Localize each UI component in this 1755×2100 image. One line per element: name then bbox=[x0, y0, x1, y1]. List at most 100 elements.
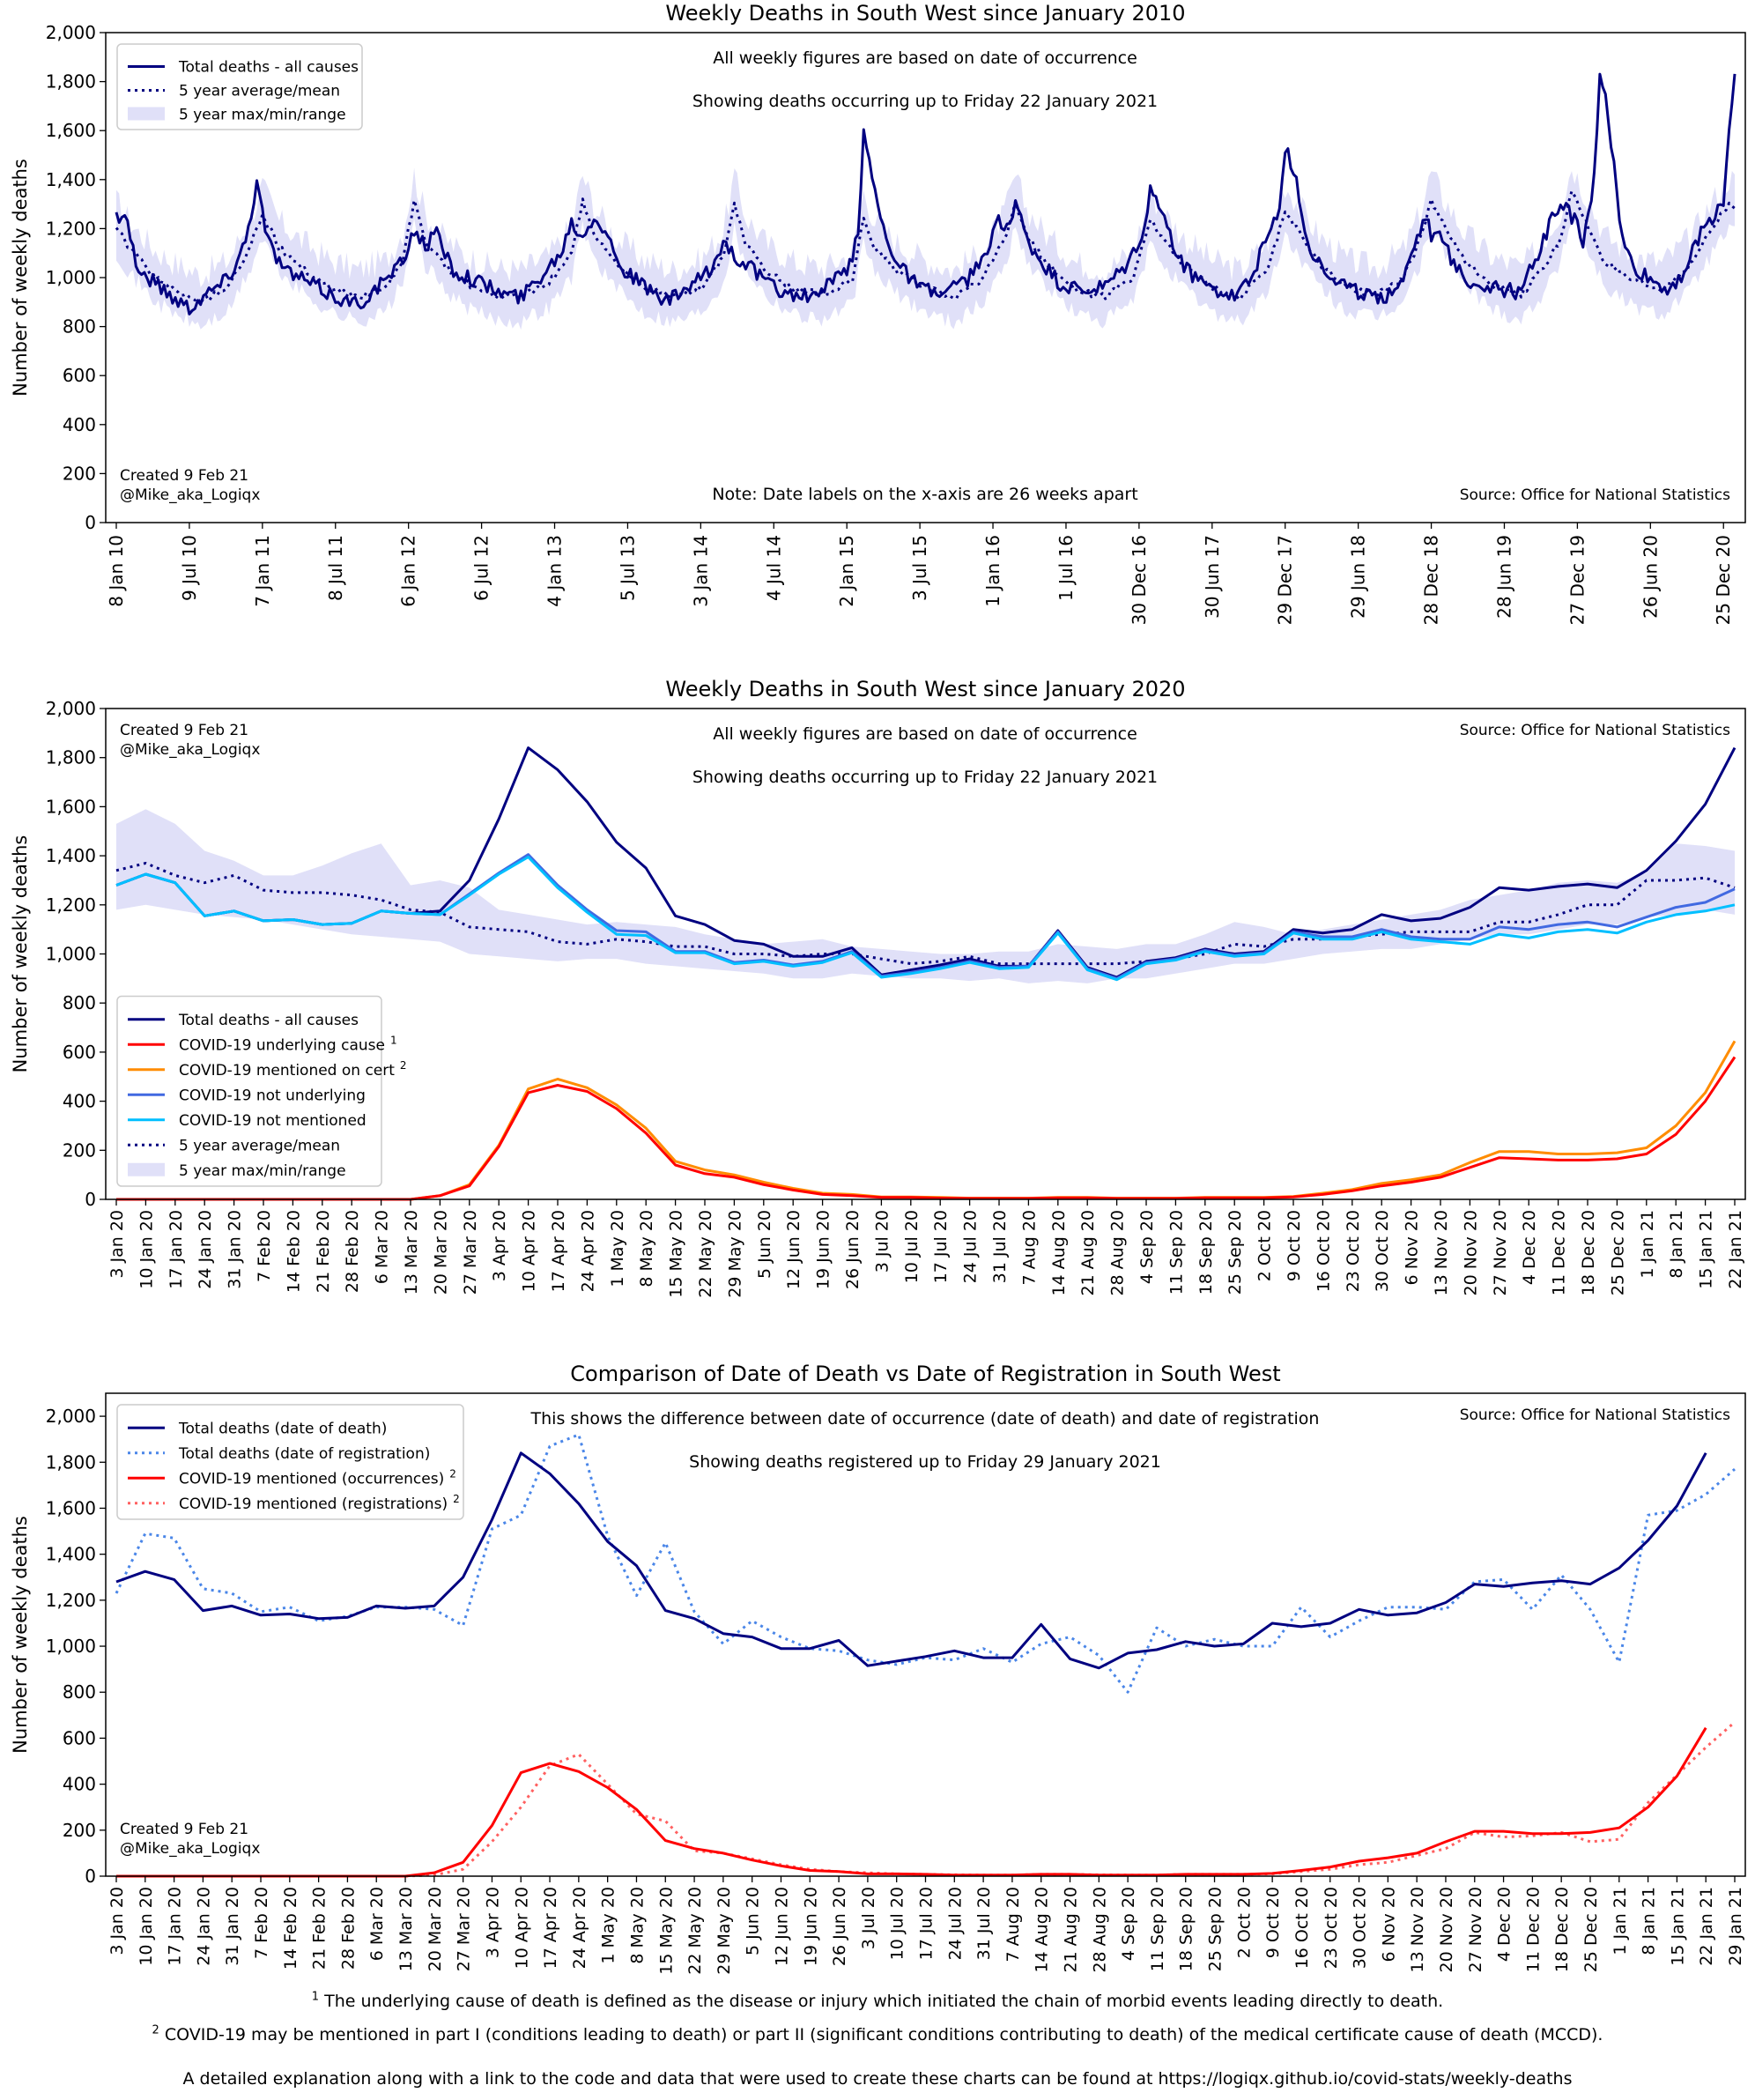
chart2-ytick-label: 600 bbox=[63, 1042, 96, 1063]
chart1-title: Weekly Deaths in South West since Januar… bbox=[665, 1, 1185, 26]
chart2-xtick-label: 24 Apr 20 bbox=[578, 1210, 597, 1292]
chart2-xtick-label: 24 Jul 20 bbox=[961, 1210, 981, 1283]
footnote-link: A detailed explanation along with a link… bbox=[0, 2069, 1755, 2089]
chart2-xtick-label: 5 Jun 20 bbox=[755, 1210, 774, 1279]
chart1-xtick-label: 8 Jul 11 bbox=[325, 535, 346, 601]
chart1-ytick-label: 400 bbox=[63, 414, 96, 435]
chart3-xtick-label: 29 Jan 21 bbox=[1726, 1887, 1745, 1966]
chart2-xtick-label: 6 Mar 20 bbox=[373, 1210, 392, 1284]
chart2-xtick-label: 18 Dec 20 bbox=[1579, 1210, 1598, 1295]
chart2-legend-footnote-marker: 2 bbox=[400, 1059, 407, 1072]
chart2-xtick-label: 8 May 20 bbox=[637, 1210, 656, 1287]
footnote-1-text: The underlying cause of death is defined… bbox=[324, 1992, 1444, 2011]
chart2-xtick-label: 20 Mar 20 bbox=[431, 1210, 450, 1295]
chart3-xtick-label: 28 Feb 20 bbox=[338, 1887, 358, 1970]
chart3-xtick-label: 29 May 20 bbox=[715, 1887, 734, 1975]
chart3-xtick-label: 8 Jan 21 bbox=[1640, 1887, 1659, 1955]
chart1-xtick-label: 29 Jun 18 bbox=[1348, 535, 1369, 619]
chart3-xtick-label: 15 May 20 bbox=[656, 1887, 676, 1975]
chart2-xtick-label: 13 Nov 20 bbox=[1432, 1210, 1451, 1296]
chart1-legend-label-5-year-average-mean: 5 year average/mean bbox=[179, 83, 340, 100]
chart2-legend-label-covid-19-mentioned-on-cert: COVID-19 mentioned on cert 2 bbox=[179, 1059, 407, 1080]
chart2-xtick-label: 22 Jan 21 bbox=[1726, 1210, 1745, 1289]
chart3-xtick-label: 31 Jul 20 bbox=[974, 1887, 994, 1960]
chart1-note-axis: Note: Date labels on the x-axis are 26 w… bbox=[712, 485, 1137, 504]
chart3-note-basis: This shows the difference between date o… bbox=[530, 1409, 1320, 1428]
chart2-xtick-label: 3 Jan 20 bbox=[107, 1210, 127, 1279]
chart3-ytick-label: 1,400 bbox=[46, 1544, 96, 1565]
chart3-xtick-label: 14 Feb 20 bbox=[281, 1887, 300, 1970]
chart3-xtick-label: 16 Oct 20 bbox=[1292, 1887, 1312, 1969]
chart3-xtick-label: 30 Oct 20 bbox=[1351, 1887, 1370, 1969]
chart1-xtick-label: 29 Dec 17 bbox=[1275, 535, 1296, 625]
chart3-xtick-label: 4 Dec 20 bbox=[1495, 1887, 1514, 1962]
chart3-xtick-label: 3 Jul 20 bbox=[859, 1887, 878, 1949]
chart1-author: @Mike_aka_Logiqx bbox=[120, 486, 260, 504]
chart3-legend bbox=[116, 1404, 464, 1520]
chart1-xtick-label: 28 Jun 19 bbox=[1493, 535, 1514, 619]
chart1-series-total-deaths-all-causes bbox=[115, 72, 1736, 315]
chart1-xtick-label: 2 Jan 15 bbox=[836, 535, 857, 607]
chart2-legend-swatch-5-year-max-min-range bbox=[128, 1162, 165, 1176]
chart2-ytick-label: 1,800 bbox=[46, 747, 96, 768]
chart2-legend bbox=[116, 995, 382, 1187]
chart1-source: Source: Office for National Statistics bbox=[1460, 486, 1730, 504]
chart2-xtick-label: 21 Aug 20 bbox=[1078, 1210, 1098, 1296]
chart3-legend-label-total-deaths-date-of-death: Total deaths (date of death) bbox=[178, 1420, 387, 1437]
chart3-xtick-label: 17 Jan 20 bbox=[166, 1887, 185, 1966]
chart2-ytick-label: 1,600 bbox=[46, 796, 96, 817]
chart3-xtick-label: 26 Jun 20 bbox=[830, 1887, 849, 1966]
chart3-ytick-label: 1,200 bbox=[46, 1590, 96, 1611]
chart2-source: Source: Office for National Statistics bbox=[1460, 722, 1730, 739]
chart3-xtick-label: 17 Apr 20 bbox=[541, 1887, 560, 1969]
chart2-xtick-label: 25 Sep 20 bbox=[1226, 1210, 1245, 1295]
chart2-xtick-label: 17 Jan 20 bbox=[167, 1210, 186, 1289]
chart3-ytick-label: 800 bbox=[63, 1681, 96, 1703]
chart2-xtick-label: 9 Oct 20 bbox=[1285, 1210, 1304, 1281]
chart2-xtick-label: 6 Nov 20 bbox=[1403, 1210, 1422, 1285]
chart3-xtick-label: 27 Nov 20 bbox=[1466, 1887, 1485, 1973]
chart2-xtick-label: 3 Jul 20 bbox=[872, 1210, 892, 1273]
chart2-xtick-label: 18 Sep 20 bbox=[1196, 1210, 1216, 1295]
chart3-ylabel: Number of weekly deaths bbox=[10, 1516, 31, 1754]
footnote-2-text: COVID-19 may be mentioned in part I (con… bbox=[164, 2025, 1603, 2044]
footnote-1-marker: 1 bbox=[311, 1990, 320, 2004]
chart3-xtick-label: 10 Apr 20 bbox=[512, 1887, 531, 1969]
chart1-note-basis: All weekly figures are based on date of … bbox=[713, 48, 1137, 68]
chart1-xtick-label: 8 Jan 10 bbox=[106, 535, 127, 607]
chart1-xtick-label: 30 Dec 16 bbox=[1129, 535, 1150, 625]
chart3-xtick-label: 1 Jan 21 bbox=[1611, 1887, 1630, 1955]
chart1-xtick-label: 4 Jul 14 bbox=[763, 535, 784, 601]
chart2-xtick-label: 7 Aug 20 bbox=[1019, 1210, 1039, 1285]
chart3-ytick-label: 600 bbox=[63, 1727, 96, 1748]
chart2-note-basis: All weekly figures are based on date of … bbox=[713, 724, 1137, 744]
chart2-xtick-label: 10 Jul 20 bbox=[902, 1210, 922, 1283]
chart3-xtick-label: 23 Oct 20 bbox=[1322, 1887, 1341, 1969]
chart1-xtick-label: 28 Dec 18 bbox=[1421, 535, 1442, 625]
chart2-xtick-label: 3 Apr 20 bbox=[490, 1210, 509, 1281]
chart1-created: Created 9 Feb 21 bbox=[120, 467, 248, 485]
chart2-xtick-label: 10 Apr 20 bbox=[520, 1210, 539, 1292]
chart2-xtick-label: 21 Feb 20 bbox=[314, 1210, 333, 1293]
chart1-legend-swatch-5-year-max-min-range bbox=[128, 107, 165, 121]
chart3-xtick-label: 18 Sep 20 bbox=[1177, 1887, 1196, 1971]
chart3-xtick-label: 22 Jan 21 bbox=[1697, 1887, 1716, 1966]
footnote-1: 1 The underlying cause of death is defin… bbox=[0, 1992, 1755, 2011]
chart3-xtick-label: 10 Jan 20 bbox=[137, 1887, 156, 1966]
chart3-legend-label-covid-19-mentioned-registrations: COVID-19 mentioned (registrations) 2 bbox=[179, 1493, 460, 1513]
chart3-xtick-label: 25 Dec 20 bbox=[1581, 1887, 1601, 1972]
chart3-source: Source: Office for National Statistics bbox=[1460, 1406, 1730, 1424]
chart3-xtick-label: 22 May 20 bbox=[685, 1887, 705, 1975]
chart3-xtick-label: 21 Aug 20 bbox=[1062, 1887, 1081, 1973]
chart2-xtick-label: 28 Aug 20 bbox=[1108, 1210, 1128, 1296]
chart3-xtick-label: 6 Nov 20 bbox=[1379, 1887, 1398, 1962]
chart2-ytick-label: 400 bbox=[63, 1091, 96, 1112]
chart2-legend-label-5-year-max-min-range: 5 year max/min/range bbox=[179, 1162, 346, 1180]
chart2-xtick-label: 17 Jul 20 bbox=[931, 1210, 951, 1283]
chart2-xtick-label: 24 Jan 20 bbox=[196, 1210, 215, 1289]
chart3-xtick-label: 8 May 20 bbox=[627, 1887, 647, 1964]
chart1-series-5-year-average-mean bbox=[115, 189, 1736, 306]
chart1-ytick-label: 1,400 bbox=[46, 169, 96, 190]
chart2-ytick-label: 1,400 bbox=[46, 845, 96, 866]
